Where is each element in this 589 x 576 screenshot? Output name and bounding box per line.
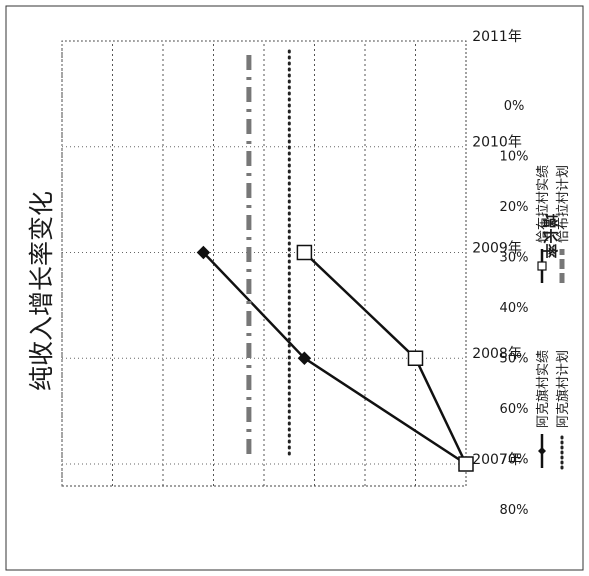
y-tick-label: 30% [500,251,529,266]
data-point [407,350,424,366]
legend-label: 阿克旗村实绩 [535,350,551,428]
legend-marker [538,447,546,455]
gridlines [61,40,466,486]
legend-label: 恰布拉村实绩 [536,165,551,243]
legend-label: 阿克旗村计划 [555,350,571,428]
x-axis-ticks: 2007年 2008年 2009年 2010年 2011年 [472,29,522,468]
chart-title: 纯收入增长率变化 [27,191,56,391]
y-tick-label: 0% [504,99,525,114]
data-point [297,351,312,365]
page-border [5,5,584,571]
data-point [196,245,211,260]
legend-label: 恰布拉村计划 [556,165,571,243]
y-tick-label: 40% [500,301,529,316]
x-tick-label: 2009年 [472,241,522,257]
y-axis-ticks: 0% 10% 20% 30% 40% 50% 60% 70% 80% [500,99,529,518]
y-tick-label: 20% [500,200,529,215]
y-tick-label: 80% [500,503,529,518]
y-tick-label: 70% [500,453,529,468]
x-tick-label: 2011年 [472,29,522,45]
data-point [296,244,313,261]
y-tick-label: 50% [500,352,529,367]
legend-marker [537,261,547,271]
y-tick-label: 60% [500,402,529,417]
y-axis-title: 增长率 [541,213,559,258]
x-tick-label: 2008年 [472,346,522,362]
x-tick-label: 2010年 [472,135,522,151]
x-tick-label: 2007年 [472,452,522,468]
series-layer [196,49,474,472]
y-tick-label: 10% [500,150,529,165]
data-point [458,456,474,472]
